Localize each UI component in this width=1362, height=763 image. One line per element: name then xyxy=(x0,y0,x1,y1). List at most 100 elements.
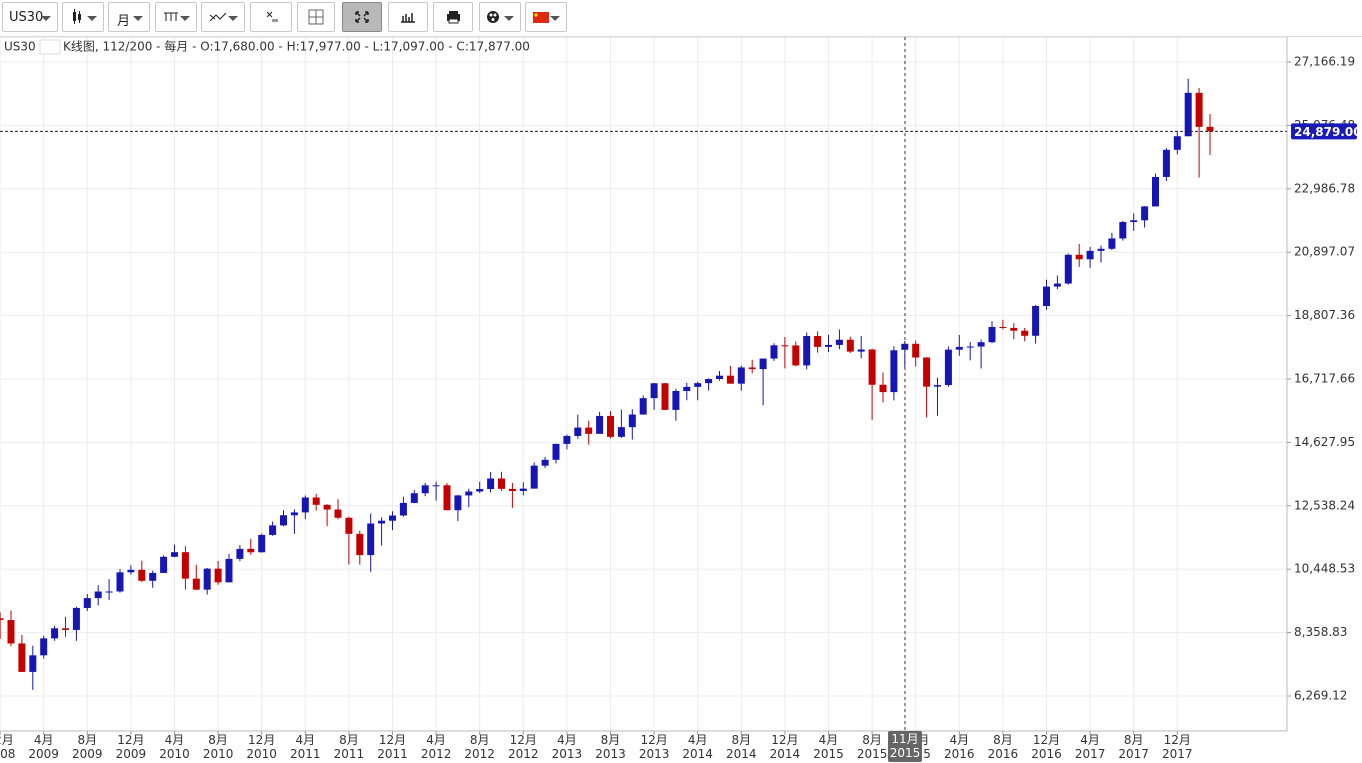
candle-body xyxy=(541,459,549,466)
candle-body xyxy=(203,568,211,590)
candle-body xyxy=(1021,330,1029,336)
period-select[interactable]: 月 xyxy=(108,2,150,32)
candle-body xyxy=(781,345,789,347)
candle-body xyxy=(1064,254,1072,284)
last-price-box xyxy=(1291,123,1357,140)
candle-body xyxy=(149,572,157,581)
candle-body xyxy=(879,384,887,393)
candle-body xyxy=(890,350,898,393)
y-tick-label: 14,627.95 xyxy=(1294,435,1355,449)
indicator-select[interactable] xyxy=(155,2,197,32)
grid-button[interactable] xyxy=(297,2,335,32)
grid xyxy=(0,37,1287,735)
candle-body xyxy=(18,643,26,672)
remove-all-button[interactable] xyxy=(250,2,292,32)
candle-body xyxy=(160,556,168,573)
candle-body xyxy=(835,339,843,345)
candle-body xyxy=(443,485,451,511)
candle-body xyxy=(367,523,375,556)
header-swatch xyxy=(39,39,61,55)
candle-body xyxy=(138,569,146,581)
candle-body xyxy=(934,385,941,387)
volume-button[interactable] xyxy=(388,2,428,32)
candle-body xyxy=(116,572,124,592)
candle-body xyxy=(868,349,876,385)
candle-body xyxy=(999,326,1007,328)
x-tick-label: 8月 2011 xyxy=(333,733,365,761)
candle-body xyxy=(1097,248,1105,251)
x-tick-label: 8月 2014 xyxy=(726,733,757,761)
candle-body xyxy=(1119,222,1127,239)
x-tick-label: 12月 2013 xyxy=(638,733,670,761)
chart-type-select[interactable] xyxy=(62,2,104,32)
candle-body xyxy=(737,367,745,384)
x-tick-label: 4月 2016 xyxy=(944,733,975,761)
candle-body xyxy=(912,343,920,358)
print-button[interactable] xyxy=(433,2,473,32)
candle-body xyxy=(846,339,854,352)
print-icon xyxy=(447,11,460,24)
toolbar: US30 月 xyxy=(0,0,1362,37)
candle-body xyxy=(1173,136,1181,150)
x-tick-label: 12月 2011 xyxy=(377,733,408,761)
candle-body xyxy=(280,515,287,526)
fullscreen-button[interactable] xyxy=(342,2,382,32)
theme-select[interactable] xyxy=(479,2,521,32)
candle-body xyxy=(683,386,691,391)
candle-body xyxy=(181,552,189,579)
x-tick-label: 4月 2013 xyxy=(551,733,583,761)
fullscreen-icon xyxy=(355,11,369,23)
candle-body xyxy=(825,344,832,347)
volume-icon xyxy=(401,13,415,23)
candle-body xyxy=(465,491,473,496)
x-tick-label: 12月 2010 xyxy=(246,733,277,761)
candle-body xyxy=(258,534,266,553)
candle-body xyxy=(236,548,244,559)
y-tick-label: 6,269.12 xyxy=(1294,688,1347,702)
y-tick-label: 8,358.83 xyxy=(1294,625,1347,639)
period-text: 月 xyxy=(117,14,131,29)
x-tick-label: 4月 2015 xyxy=(813,733,844,761)
candle-body xyxy=(1206,126,1214,132)
candle-body xyxy=(454,495,462,511)
candle-body xyxy=(705,379,713,384)
y-tick-label: 10,448.53 xyxy=(1294,562,1355,576)
candle-body xyxy=(1043,286,1050,306)
candle-body xyxy=(171,552,178,557)
candle-body xyxy=(127,569,135,573)
language-select[interactable] xyxy=(525,2,567,32)
crosshair-label: 11月 2015 xyxy=(888,731,922,762)
candle-body xyxy=(498,478,505,489)
y-tick-label: 18,807.36 xyxy=(1294,308,1355,322)
candle-body xyxy=(770,345,778,359)
candle-body xyxy=(1184,92,1192,137)
x-tick-label: 8月 2010 xyxy=(202,733,234,761)
candle-body xyxy=(399,502,407,516)
draw-select[interactable] xyxy=(201,2,245,32)
candle-body xyxy=(1195,92,1203,127)
candle-body xyxy=(792,345,800,366)
grid-icon xyxy=(308,9,324,25)
x-tick-label: 4月 2009 xyxy=(28,733,59,761)
y-tick-label: 22,986.78 xyxy=(1294,181,1355,195)
candle-body xyxy=(51,628,59,639)
candles xyxy=(0,78,1214,690)
candle-body xyxy=(977,342,985,347)
x-tick-label: 4月 2011 xyxy=(290,733,321,761)
y-tick-label: 16,717.66 xyxy=(1294,371,1355,385)
candle-body xyxy=(716,375,723,380)
candle-body xyxy=(389,515,396,521)
candle-body xyxy=(672,390,680,410)
candle-icon xyxy=(73,9,81,24)
candle-body xyxy=(1141,206,1149,221)
x-tick-label: 8月 2009 xyxy=(72,733,103,761)
candle-body xyxy=(1053,283,1061,287)
indicator-icon xyxy=(164,12,178,21)
last-price-label: 24,879.00 xyxy=(1294,125,1362,139)
symbol-select[interactable]: US30 xyxy=(2,2,58,32)
candle-body xyxy=(607,415,614,437)
header-symbol: US30 xyxy=(4,40,36,54)
x-tick-label: 12月 2008 xyxy=(0,733,16,761)
